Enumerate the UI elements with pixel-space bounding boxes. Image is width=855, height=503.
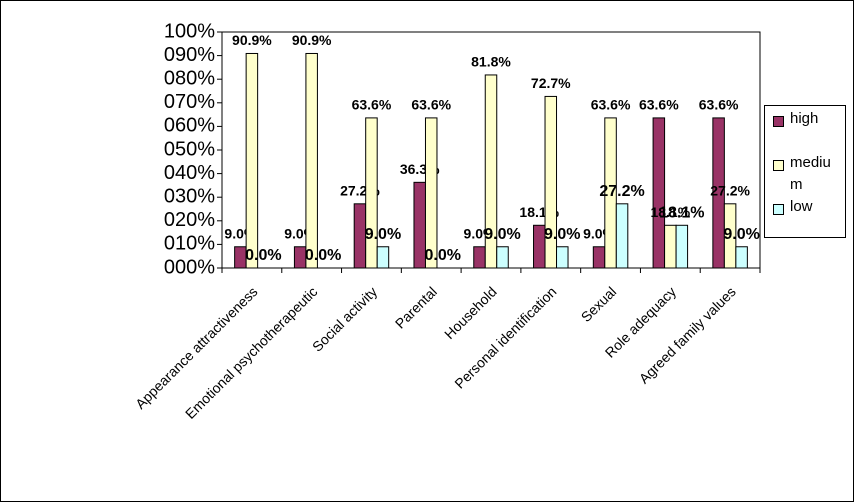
legend-swatch <box>773 160 784 171</box>
legend-label: low <box>790 198 813 215</box>
legend-label: medium <box>790 154 831 193</box>
y-tick-label: 070% <box>164 91 215 113</box>
y-tick-label: 100% <box>164 20 215 42</box>
value-label: 72.7% <box>531 75 571 91</box>
bar <box>473 246 486 269</box>
value-label: 0.0% <box>305 247 341 264</box>
bar <box>544 95 558 269</box>
value-label: 63.6% <box>411 97 451 113</box>
y-tick-label: 090% <box>164 44 215 66</box>
legend-label: high <box>790 110 819 127</box>
value-label: 27.2% <box>599 183 644 200</box>
bar <box>675 224 689 269</box>
legend-item: high <box>773 110 834 130</box>
y-tick-label: 050% <box>164 138 215 160</box>
bar <box>723 203 737 269</box>
y-tick-label: 080% <box>164 67 215 89</box>
bar <box>365 117 378 269</box>
bar <box>496 246 509 269</box>
y-tick-label: 030% <box>164 185 215 207</box>
bar <box>664 224 677 269</box>
bar <box>592 246 606 269</box>
value-label: 63.6% <box>699 97 739 113</box>
value-label: 9.0% <box>544 226 580 243</box>
value-label: 81.8% <box>471 54 511 70</box>
bar <box>305 52 318 269</box>
y-tick-label: 020% <box>164 209 215 231</box>
bar <box>712 117 725 269</box>
bar <box>424 117 438 269</box>
y-tick-label: 010% <box>164 233 215 255</box>
bar <box>376 246 390 269</box>
y-tick-label: 000% <box>164 256 215 278</box>
value-label: 9.0% <box>365 226 401 243</box>
bar <box>245 52 259 269</box>
value-label: 63.6% <box>591 97 631 113</box>
y-tick-label: 060% <box>164 115 215 137</box>
value-label: 90.9% <box>232 32 272 48</box>
value-label: 63.6% <box>639 97 679 113</box>
bar <box>556 246 569 269</box>
bar <box>484 74 498 269</box>
value-label: 0.0% <box>245 247 281 264</box>
value-label: 9.0% <box>484 226 520 243</box>
bar <box>604 117 617 269</box>
value-label: 9.0% <box>723 226 759 243</box>
value-label: 0.0% <box>424 247 460 264</box>
value-label: 90.9% <box>292 32 332 48</box>
legend-swatch <box>773 116 784 127</box>
legend-swatch <box>773 204 784 215</box>
legend-item: medium <box>773 154 834 196</box>
bar <box>615 203 629 269</box>
legend-item: low <box>773 198 834 218</box>
bar <box>652 117 666 269</box>
value-label: 63.6% <box>352 97 392 113</box>
legend: high medium low <box>764 105 846 238</box>
value-label: 18.1% <box>650 204 690 220</box>
value-label: 27.2% <box>710 183 750 199</box>
bar <box>735 246 748 269</box>
y-tick-label: 040% <box>164 162 215 184</box>
value-label: 18.1% <box>659 205 704 222</box>
